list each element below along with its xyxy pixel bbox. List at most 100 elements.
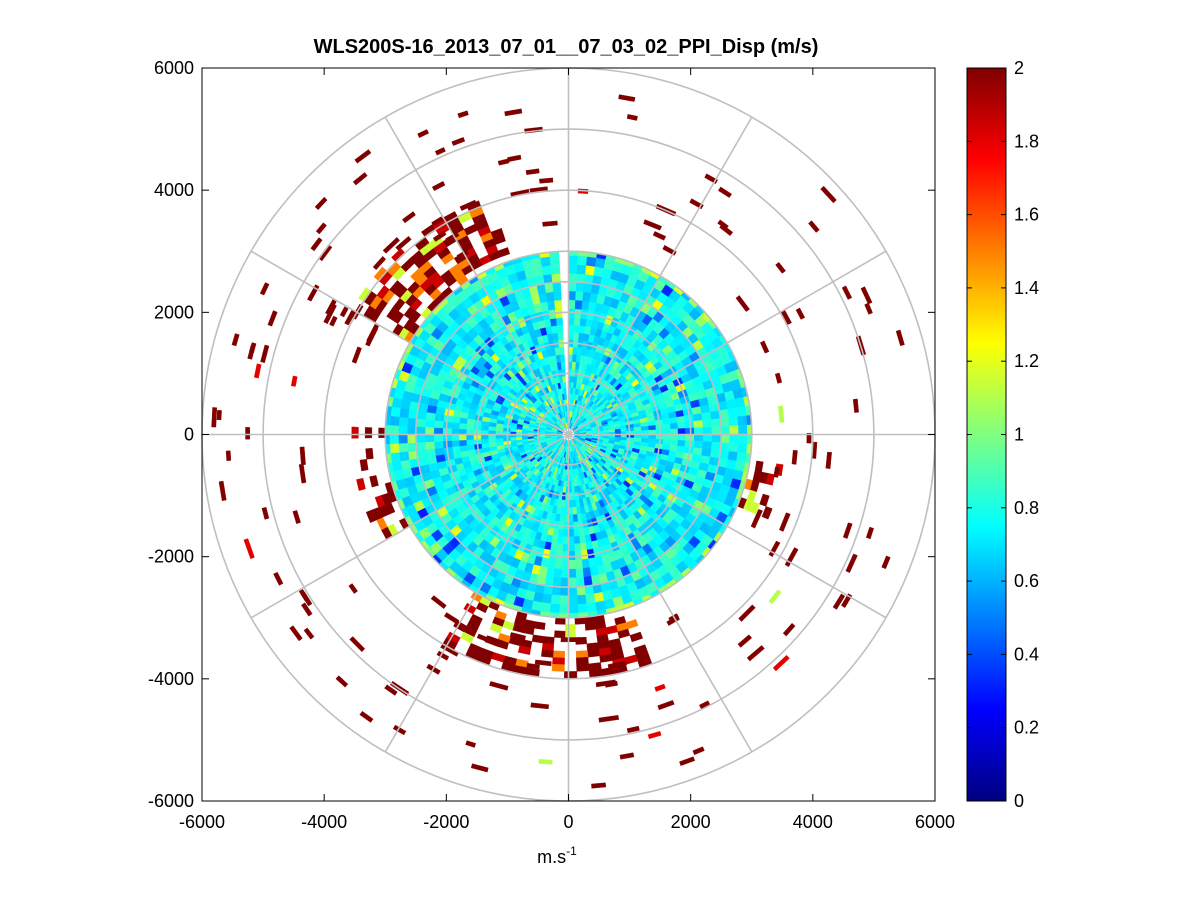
data-cell <box>356 477 366 491</box>
data-cell <box>399 407 410 418</box>
data-cell <box>416 418 426 428</box>
data-cell <box>598 715 620 723</box>
grid-spoke <box>384 116 570 435</box>
data-cell <box>504 108 523 117</box>
x-tick-label: 6000 <box>915 812 955 832</box>
colorbar-tick-label: 1.8 <box>1014 131 1039 151</box>
data-cell <box>607 660 627 670</box>
data-cell <box>553 568 562 579</box>
data-cell <box>211 407 218 428</box>
data-cell <box>677 434 686 441</box>
data-cell <box>303 627 315 640</box>
data-cell <box>779 512 791 532</box>
data-cell <box>679 756 696 766</box>
data-cell <box>618 94 636 102</box>
data-cell <box>399 451 410 462</box>
data-cell <box>532 266 544 278</box>
colorbar-tick-label: 0.8 <box>1014 498 1039 518</box>
data-cell <box>568 595 578 605</box>
data-cell <box>575 577 585 587</box>
data-cell <box>648 425 657 431</box>
data-cell <box>374 495 386 508</box>
data-cell <box>431 216 444 227</box>
data-cell <box>559 354 565 363</box>
data-cell <box>562 529 569 538</box>
data-cell <box>415 426 426 435</box>
data-cell <box>424 441 435 450</box>
data-cell <box>643 219 662 231</box>
data-cell <box>765 473 776 486</box>
axes: -6000 -4000 -2000 0 2000 4000 6000 6000 4000 2000… <box>148 58 955 832</box>
y-tick-label: 4000 <box>154 180 194 200</box>
data-cell <box>568 543 575 552</box>
data-cell <box>502 437 511 442</box>
data-cell <box>564 630 576 639</box>
data-cell <box>541 642 555 652</box>
data-cell <box>575 568 584 579</box>
data-cell <box>558 604 569 614</box>
grid-spoke <box>568 433 887 619</box>
data-cell <box>577 603 588 614</box>
data-cell <box>881 555 891 570</box>
data-cell <box>750 508 763 529</box>
data-cell <box>633 426 642 432</box>
data-cell <box>692 413 703 422</box>
data-cell <box>852 398 859 413</box>
grid-spoke <box>567 434 753 753</box>
data-cell <box>488 438 497 444</box>
data-cell <box>261 507 270 520</box>
data-cell <box>749 501 760 515</box>
data-cell <box>864 302 873 315</box>
data-cell <box>389 424 399 435</box>
data-cell <box>245 427 251 440</box>
data-cell <box>433 434 444 442</box>
data-cell <box>768 589 782 605</box>
data-cell <box>559 346 565 355</box>
data-cell <box>465 428 474 435</box>
grid-spoke <box>250 250 569 436</box>
data-cell <box>573 543 581 552</box>
data-cell <box>563 393 567 400</box>
data-cell <box>539 177 554 184</box>
data-cell <box>693 440 704 449</box>
data-cell <box>348 583 358 594</box>
data-cell <box>652 231 667 241</box>
data-cell <box>737 415 748 426</box>
data-cell <box>562 375 567 383</box>
data-cell <box>576 594 587 605</box>
data-cell <box>728 442 739 453</box>
data-cell <box>458 422 467 430</box>
colorbar-tick-label: 1.4 <box>1014 278 1039 298</box>
data-cell <box>260 344 270 363</box>
data-cell <box>568 536 575 545</box>
data-cell <box>551 325 559 334</box>
chart-title: WLS200S-16_2013_07_01__07_03_02_PPI_Disp… <box>314 36 819 58</box>
data-cell <box>451 439 460 447</box>
data-cell <box>556 536 564 545</box>
colorbar-ticks: 2 1.8 1.6 1.4 1.2 1 0.8 0.6 0.4 0.2 0 <box>967 58 1039 811</box>
data-cell <box>298 589 309 602</box>
grid-spoke <box>567 116 753 435</box>
data-cell <box>552 282 562 292</box>
data-cell <box>576 656 589 665</box>
data-cell <box>568 281 577 292</box>
data-cell <box>593 591 605 603</box>
data-cell <box>561 559 569 570</box>
data-cell <box>470 763 489 773</box>
data-cell <box>573 536 581 545</box>
data-cell <box>553 290 562 301</box>
data-cell <box>574 559 583 570</box>
data-cell <box>400 459 412 471</box>
data-cell <box>586 256 597 267</box>
data-cell <box>841 285 853 300</box>
data-cell <box>526 662 540 670</box>
data-cell <box>702 426 713 435</box>
data-cell <box>614 428 622 433</box>
data-cell <box>365 326 379 347</box>
colorbar-tick-label: 0 <box>1014 791 1024 811</box>
data-cell <box>693 420 704 429</box>
data-cell <box>895 329 905 347</box>
data-cell <box>570 480 575 488</box>
data-cell <box>554 630 566 639</box>
